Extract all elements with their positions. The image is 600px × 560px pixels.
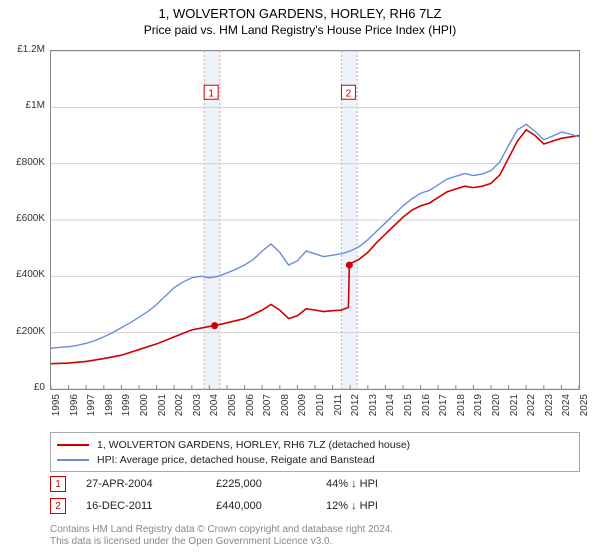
x-tick-label: 2000 [139, 394, 150, 429]
y-tick-label: £400K [5, 269, 45, 280]
x-tick-label: 2011 [333, 394, 344, 429]
x-tick-label: 2009 [297, 394, 308, 429]
x-tick-label: 2014 [385, 394, 396, 429]
x-tick-label: 2019 [473, 394, 484, 429]
x-tick-label: 2008 [280, 394, 291, 429]
x-tick-label: 2021 [509, 394, 520, 429]
x-tick-label: 1998 [104, 394, 115, 429]
x-tick-label: 2023 [544, 394, 555, 429]
y-tick-label: £800K [5, 157, 45, 168]
transaction-row-2: 2 16-DEC-2011 £440,000 12% ↓ HPI [50, 498, 580, 514]
transaction-row-1: 1 27-APR-2004 £225,000 44% ↓ HPI [50, 476, 580, 492]
transaction-price-1: £225,000 [216, 478, 326, 490]
footer-line-1: Contains HM Land Registry data © Crown c… [50, 524, 580, 536]
y-tick-label: £600K [5, 213, 45, 224]
x-tick-label: 2015 [403, 394, 414, 429]
transaction-pct-1: 44% ↓ HPI [326, 478, 378, 490]
y-tick-label: £0 [5, 382, 45, 393]
x-tick-label: 1996 [69, 394, 80, 429]
transaction-date-1: 27-APR-2004 [86, 478, 216, 490]
footer: Contains HM Land Registry data © Crown c… [50, 524, 580, 548]
x-tick-label: 2013 [368, 394, 379, 429]
transaction-price-2: £440,000 [216, 500, 326, 512]
x-tick-label: 2005 [227, 394, 238, 429]
x-tick-label: 2018 [456, 394, 467, 429]
legend-label-2: HPI: Average price, detached house, Reig… [97, 454, 375, 466]
x-tick-label: 1997 [86, 394, 97, 429]
x-tick-label: 2007 [262, 394, 273, 429]
chart-subtitle: Price paid vs. HM Land Registry's House … [0, 21, 600, 37]
x-tick-label: 2010 [315, 394, 326, 429]
legend-item-1: 1, WOLVERTON GARDENS, HORLEY, RH6 7LZ (d… [57, 437, 573, 452]
legend-swatch-1 [57, 444, 89, 446]
chart-title: 1, WOLVERTON GARDENS, HORLEY, RH6 7LZ [0, 0, 600, 21]
y-tick-label: £200K [5, 326, 45, 337]
x-tick-label: 2016 [421, 394, 432, 429]
legend: 1, WOLVERTON GARDENS, HORLEY, RH6 7LZ (d… [50, 432, 580, 472]
x-tick-label: 2002 [174, 394, 185, 429]
x-tick-label: 2020 [491, 394, 502, 429]
x-tick-label: 2017 [438, 394, 449, 429]
x-tick-label: 2024 [561, 394, 572, 429]
svg-text:2: 2 [346, 88, 352, 99]
legend-swatch-2 [57, 459, 89, 461]
footer-line-2: This data is licensed under the Open Gov… [50, 536, 580, 548]
svg-text:1: 1 [208, 88, 214, 99]
legend-item-2: HPI: Average price, detached house, Reig… [57, 452, 573, 467]
plot-area: 12 [50, 50, 580, 390]
plot-svg: 12 [51, 51, 579, 389]
x-tick-label: 2025 [579, 394, 590, 429]
x-tick-label: 2006 [245, 394, 256, 429]
transaction-marker-2: 2 [50, 498, 66, 514]
x-tick-label: 2012 [350, 394, 361, 429]
chart-container: 1, WOLVERTON GARDENS, HORLEY, RH6 7LZ Pr… [0, 0, 600, 560]
x-tick-label: 2022 [526, 394, 537, 429]
transaction-pct-2: 12% ↓ HPI [326, 500, 378, 512]
x-tick-label: 1999 [121, 394, 132, 429]
x-tick-label: 2001 [157, 394, 168, 429]
y-tick-label: £1.2M [5, 44, 45, 55]
legend-label-1: 1, WOLVERTON GARDENS, HORLEY, RH6 7LZ (d… [97, 439, 410, 451]
x-tick-label: 2003 [192, 394, 203, 429]
transaction-date-2: 16-DEC-2011 [86, 500, 216, 512]
x-tick-label: 2004 [209, 394, 220, 429]
transaction-marker-1: 1 [50, 476, 66, 492]
x-tick-label: 1995 [51, 394, 62, 429]
y-tick-label: £1M [5, 100, 45, 111]
